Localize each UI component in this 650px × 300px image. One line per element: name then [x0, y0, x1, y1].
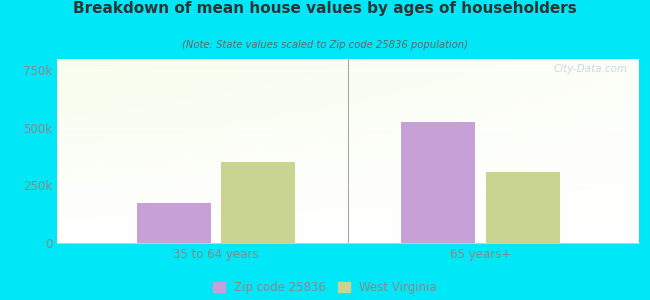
Bar [401, 122, 475, 243]
Bar [221, 162, 295, 243]
Text: City-Data.com: City-Data.com [553, 64, 627, 74]
Bar [136, 202, 211, 243]
Legend: Zip code 25836, West Virginia: Zip code 25836, West Virginia [213, 281, 437, 294]
Bar [486, 172, 560, 243]
Text: (Note: State values scaled to Zip code 25836 population): (Note: State values scaled to Zip code 2… [182, 40, 468, 50]
Text: Breakdown of mean house values by ages of householders: Breakdown of mean house values by ages o… [73, 2, 577, 16]
